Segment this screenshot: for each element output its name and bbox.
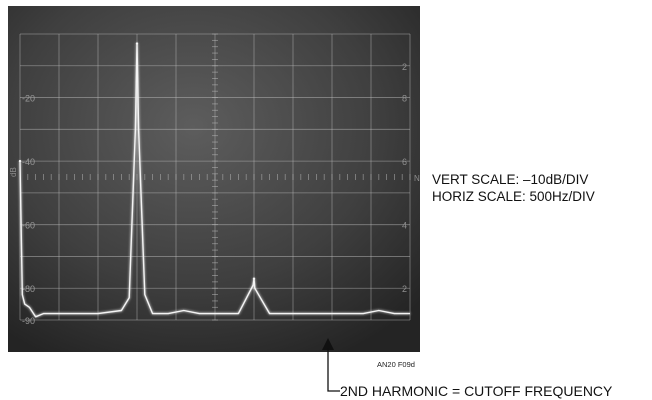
graticule — [19, 33, 411, 321]
y-tick-label-right: 6 — [402, 157, 407, 167]
y-tick-label: -90 — [22, 316, 35, 326]
y-tick-label: -80 — [22, 284, 35, 294]
side-marks: dB N — [9, 167, 420, 183]
y-tick-labels-left: -20 -40 -60 -80 -90 — [22, 94, 35, 326]
figure-id: AN20 F09d — [377, 360, 415, 369]
spectrum-trace — [19, 42, 410, 318]
peak-point — [18, 159, 22, 163]
y-tick-label: -60 — [22, 221, 35, 231]
peak-markers — [18, 42, 256, 280]
y-tick-label-right: 2 — [402, 62, 407, 72]
side-mark-right: N — [414, 174, 420, 183]
y-tick-label-right: 2 — [402, 284, 407, 294]
vert-scale-label: VERT SCALE: –10dB/DIV — [432, 172, 589, 187]
callout-label: 2ND HARMONIC = CUTOFF FREQUENCY — [340, 383, 613, 399]
callout-arrow — [322, 338, 340, 392]
side-mark-left: dB — [9, 167, 18, 177]
peak-point — [252, 277, 256, 280]
y-tick-labels-right: 2 4 6 8 2 — [402, 62, 407, 294]
scale-note: VERT SCALE: –10dB/DIV HORIZ SCALE: 500Hz… — [432, 171, 595, 205]
y-tick-label-right: 8 — [402, 94, 407, 104]
oscilloscope-screen: -20 -40 -60 -80 -90 2 4 6 8 2 dB N — [8, 6, 420, 352]
horiz-scale-label: HORIZ SCALE: 500Hz/DIV — [432, 189, 595, 204]
peak-point — [135, 42, 139, 45]
screen-background — [8, 6, 420, 352]
y-tick-label: -40 — [22, 157, 35, 167]
y-tick-label: -20 — [22, 94, 35, 104]
y-tick-label-right: 4 — [402, 221, 407, 231]
trace-layer — [19, 42, 410, 318]
